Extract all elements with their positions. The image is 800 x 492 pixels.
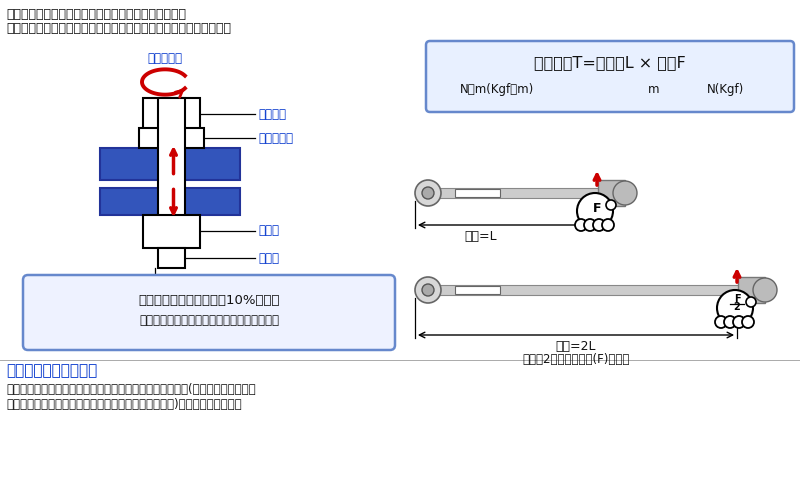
Circle shape [742,316,754,328]
Text: （ねじ山部、座面の摩擦影響で効率低い！）: （ねじ山部、座面の摩擦影響で効率低い！） [139,314,279,327]
Circle shape [577,193,613,229]
Text: トルクレンチ機種選定: トルクレンチ機種選定 [6,363,98,378]
Text: F: F [734,294,740,304]
Bar [598,180,625,206]
Circle shape [715,316,727,328]
Circle shape [415,180,441,206]
Circle shape [753,278,777,302]
Text: ボルト座面: ボルト座面 [258,131,293,145]
Bar [455,189,500,197]
Text: ボルト頭: ボルト頭 [258,107,286,121]
Text: N・m(Kgf・m): N・m(Kgf・m) [460,83,534,96]
Bar [100,188,240,215]
Circle shape [733,316,745,328]
Bar [437,188,620,198]
Text: ボルトの締付力＝軸力の10%　程度: ボルトの締付力＝軸力の10% 程度 [138,294,280,307]
Bar [738,277,765,303]
Circle shape [422,187,434,199]
Circle shape [602,219,614,231]
Bar [143,98,200,130]
Circle shape [746,297,756,307]
FancyBboxPatch shape [23,275,395,350]
Text: m: m [647,83,659,96]
Circle shape [724,316,736,328]
Bar [143,215,200,248]
Circle shape [422,284,434,296]
Text: 締付トルク: 締付トルク [147,52,182,65]
Circle shape [613,181,637,205]
Bar [158,248,185,268]
Bar [455,286,500,294]
Bar [158,98,185,220]
Text: 長さが2倍になれば力(F)は半分: 長さが2倍になれば力(F)は半分 [522,353,630,366]
Circle shape [584,219,596,231]
FancyBboxPatch shape [426,41,794,112]
Bar [139,128,204,148]
Circle shape [593,219,605,231]
Bar [100,148,240,180]
Circle shape [606,200,616,210]
Bar [437,285,760,295]
Text: 締付けトルク／作業条件及び環境／お手持ち工具など)から選定できます。: 締付けトルク／作業条件及び環境／お手持ち工具など)から選定できます。 [6,398,242,411]
Circle shape [415,277,441,303]
Circle shape [717,290,753,326]
Text: ナット: ナット [258,224,279,238]
Text: トルクとは、ボルトを締付ける回転力のことである。: トルクとは、ボルトを締付ける回転力のことである。 [6,8,186,21]
Text: 長さ=L: 長さ=L [465,230,498,243]
Text: ご使用になるトルクレンチの機種選定ですが、色々な要素(用途／使用ボルト／: ご使用になるトルクレンチの機種選定ですが、色々な要素(用途／使用ボルト／ [6,383,256,396]
Text: N(Kgf): N(Kgf) [706,83,744,96]
Text: F: F [593,203,602,215]
Circle shape [575,219,587,231]
Text: ねじ山: ねじ山 [258,251,279,265]
Text: 長さ=2L: 長さ=2L [556,340,596,353]
Text: その回転力から、ボルト締付け（軸力）を発生させることにある。: その回転力から、ボルト締付け（軸力）を発生させることにある。 [6,22,231,35]
Text: トルク：T=長さ：L × 力：F: トルク：T=長さ：L × 力：F [534,55,686,70]
Text: 2: 2 [734,302,740,312]
